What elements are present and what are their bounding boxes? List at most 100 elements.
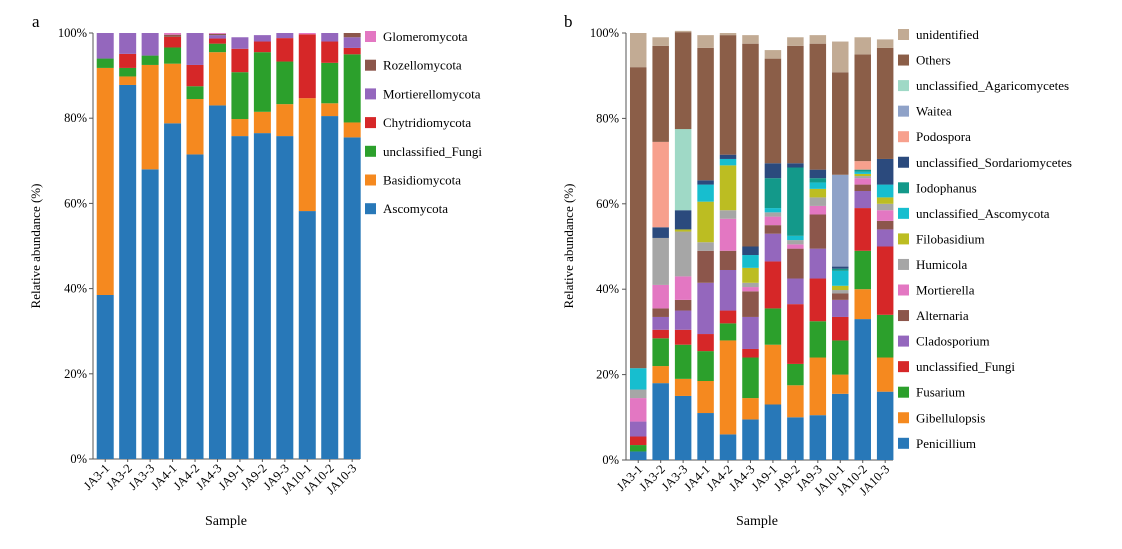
bar-segment-a xyxy=(276,136,294,459)
bar-segment-b xyxy=(764,178,782,209)
y-tick-label-a: 80% xyxy=(64,111,87,125)
y-tick-label-b: 0% xyxy=(602,453,619,467)
legend-label-a: Basidiomycota xyxy=(383,173,461,188)
bar-segment-b xyxy=(854,289,871,320)
bar-segment-b xyxy=(674,329,692,345)
bar-segment-b xyxy=(697,351,714,382)
bar-segment-b xyxy=(809,182,827,189)
bar-segment-b xyxy=(629,67,647,369)
panel-label-a: a xyxy=(32,12,40,31)
legend-swatch-a xyxy=(365,117,376,129)
bar-segment-b xyxy=(674,276,692,300)
bar-segment-b xyxy=(674,30,692,33)
bar-segment-a xyxy=(298,211,316,459)
bar-segment-b xyxy=(764,163,782,179)
bar-segment-a xyxy=(186,64,204,87)
bar-segment-b xyxy=(832,174,849,267)
bar-segment-b xyxy=(652,37,669,46)
bar-segment-b xyxy=(674,378,692,396)
bar-segment-b xyxy=(854,250,871,290)
bar-segment-b xyxy=(832,266,849,269)
bar-segment-a xyxy=(208,33,226,34)
bar-segment-b xyxy=(742,357,759,399)
bar-segment-b xyxy=(697,250,714,283)
bar-segment-b xyxy=(742,291,759,317)
bar-segment-b xyxy=(674,129,692,211)
legend-label-a: Chytridiomycota xyxy=(383,115,471,130)
bar-segment-b xyxy=(809,43,827,170)
bar-segment-a xyxy=(208,52,226,106)
bar-segment-b xyxy=(854,208,871,251)
legend-swatch-b xyxy=(898,386,909,398)
legend-label-b: unclassified_Agaricomycetes xyxy=(916,78,1069,93)
bar-segment-b xyxy=(674,32,692,130)
bar-segment-a xyxy=(298,98,316,212)
bar-segment-a xyxy=(96,33,114,59)
bar-segment-b xyxy=(876,158,894,185)
bar-segment-b xyxy=(876,39,894,48)
legend-swatch-b xyxy=(898,335,909,347)
bar-segment-a xyxy=(253,133,271,460)
legend-label-b: Humicola xyxy=(916,257,967,272)
bar-segment-a xyxy=(96,58,114,68)
bar-segment-a xyxy=(231,72,249,120)
bar-segment-b xyxy=(674,229,692,232)
bar-segment-b xyxy=(764,216,782,226)
bar-segment-b xyxy=(787,240,804,245)
bar-segment-b xyxy=(719,434,737,460)
bar-segment-b xyxy=(652,366,669,384)
legend-swatch-b xyxy=(898,207,909,219)
bar-segment-b xyxy=(832,268,849,271)
bar-segment-b xyxy=(742,287,759,292)
bar-segment-b xyxy=(876,357,894,392)
panel-label-b: b xyxy=(564,12,573,31)
bar-segment-b xyxy=(629,436,647,446)
bar-segment-b xyxy=(719,35,737,155)
bar-segment-b xyxy=(629,33,647,68)
bar-segment-a xyxy=(298,33,316,35)
bar-segment-b xyxy=(764,404,782,460)
legend-label-a: Ascomycota xyxy=(383,201,448,216)
bar-segment-b xyxy=(629,451,647,460)
bar-segment-a xyxy=(253,52,271,112)
bar-segment-b xyxy=(809,357,827,416)
bar-segment-b xyxy=(719,340,737,435)
bar-segment-b xyxy=(652,237,669,285)
bar-segment-b xyxy=(719,323,737,341)
legend-swatch-a xyxy=(365,145,376,157)
bar-segment-b xyxy=(832,393,849,460)
bar-segment-b xyxy=(809,169,827,179)
x-axis-label-a: Sample xyxy=(205,514,247,529)
bar-segment-b xyxy=(876,47,894,159)
bar-segment-b xyxy=(787,244,804,249)
legend-swatch-b xyxy=(898,361,909,373)
bar-segment-b xyxy=(697,282,714,335)
bar-segment-b xyxy=(674,344,692,379)
bar-segment-b xyxy=(742,419,759,460)
bar-segment-b xyxy=(787,37,804,46)
bar-segment-a xyxy=(253,35,271,42)
bar-segment-b xyxy=(629,368,647,390)
bar-segment-b xyxy=(854,173,871,177)
bar-segment-b xyxy=(697,47,714,181)
bar-segment-b xyxy=(854,178,871,185)
y-tick-label-a: 100% xyxy=(58,26,87,40)
bar-segment-b xyxy=(787,385,804,418)
bar-segment-b xyxy=(832,270,849,286)
bar-segment-b xyxy=(719,165,737,211)
y-tick-label-a: 20% xyxy=(64,367,87,381)
bar-segment-b xyxy=(674,231,692,277)
bar-segment-b xyxy=(652,45,669,142)
legend-swatch-b xyxy=(898,284,909,296)
bar-segment-b xyxy=(832,374,849,394)
bar-segment-b xyxy=(652,308,669,317)
bar-segment-b xyxy=(854,169,871,172)
bar-segment-b xyxy=(876,184,894,198)
bar-segment-b xyxy=(876,197,894,204)
bar-segment-a xyxy=(164,33,182,35)
legend-swatch-b xyxy=(898,437,909,449)
bar-segment-b xyxy=(697,184,714,202)
bar-segment-b xyxy=(854,171,871,174)
bar-segment-a xyxy=(343,122,361,138)
